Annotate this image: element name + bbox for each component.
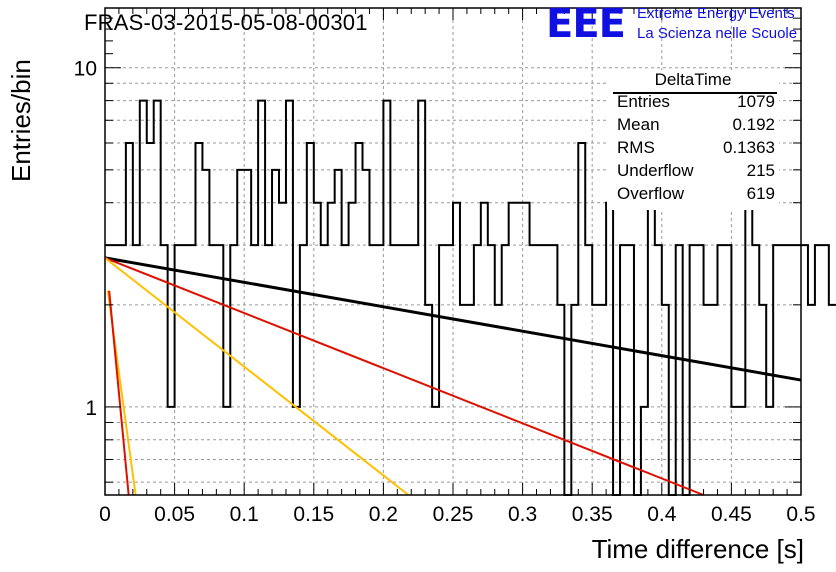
- stats-key: Overflow: [617, 184, 685, 203]
- x-tick-label: 0: [99, 503, 111, 526]
- x-tick-label: 0.1: [230, 503, 259, 526]
- x-tick-label: 0.25: [433, 503, 474, 526]
- logo-line-2: La Scienza nelle Scuole: [637, 25, 798, 42]
- stats-key: Entries: [617, 92, 670, 111]
- stats-key: RMS: [617, 138, 655, 157]
- y-tick-label: 1: [85, 397, 97, 420]
- x-tick-label: 0.5: [786, 503, 815, 526]
- stats-title: DeltaTime: [654, 70, 732, 89]
- tick-labels: 0 0.05 0.1 0.15 0.2 0.25 0.3 0.35 0.4 0.45 0.5 1 10: [74, 58, 816, 526]
- eee-logo: EEE: [546, 1, 626, 47]
- x-axis-title: Time difference [s]: [591, 534, 804, 564]
- fit-lines: [104, 256, 802, 496]
- x-tick-label: 0.45: [711, 503, 752, 526]
- stats-title-underline: [613, 92, 777, 94]
- stats-box: DeltaTime Entries 1079 Mean 0.192 RMS 0.…: [607, 70, 779, 210]
- x-tick-label: 0.2: [369, 503, 398, 526]
- x-tick-label: 0.15: [293, 503, 334, 526]
- fit-line: [104, 256, 704, 496]
- fit-line: [104, 257, 410, 496]
- stats-value: 1079: [737, 92, 775, 111]
- histogram: [105, 99, 836, 496]
- stats-key: Mean: [617, 115, 660, 134]
- stats-value: 215: [746, 161, 775, 180]
- stats-value: 0.192: [732, 115, 775, 134]
- stats-key: Underflow: [617, 161, 694, 180]
- x-tick-label: 0.05: [154, 503, 195, 526]
- x-tick-label: 0.3: [508, 503, 537, 526]
- y-axis-title: Entries/bin: [6, 59, 36, 182]
- x-tick-label: 0.35: [572, 503, 613, 526]
- logo-line-1: Extreme Energy Events: [637, 5, 795, 22]
- chart-title: FRAS-03-2015-05-08-00301: [84, 10, 368, 35]
- stats-value: 619: [746, 184, 775, 203]
- axis-ticks: [104, 7, 802, 495]
- fit-line: [104, 256, 802, 382]
- x-tick-label: 0.4: [647, 503, 677, 526]
- y-tick-label: 10: [74, 58, 97, 81]
- histogram-steps: [105, 99, 836, 496]
- logo-caption: Extreme Energy Events La Scienza nelle S…: [637, 4, 797, 44]
- stats-value: 0.1363: [723, 138, 775, 157]
- fit-line: [108, 290, 130, 496]
